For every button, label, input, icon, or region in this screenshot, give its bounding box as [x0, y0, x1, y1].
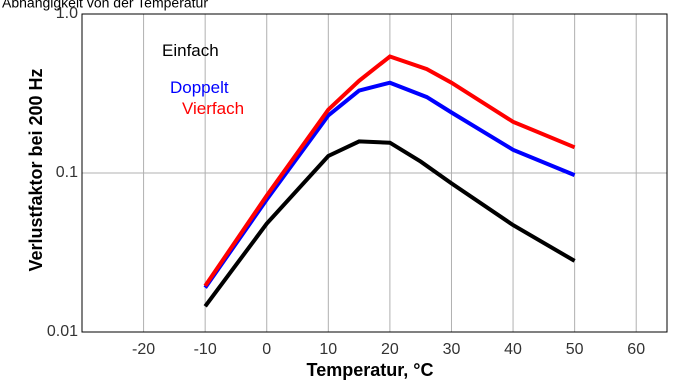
x-tick-label: 10: [319, 341, 337, 358]
x-tick-label: 30: [443, 341, 461, 358]
y-tick-label: 0.1: [56, 164, 78, 181]
x-tick-label: 50: [566, 341, 584, 358]
y-tick-label: 0.01: [47, 323, 78, 340]
x-tick-label: -10: [194, 341, 217, 358]
series-group: [203, 54, 576, 308]
legend-entry-vierfach: Vierfach: [182, 99, 244, 118]
ticks: -20 -10 0 10 20 30 40 50 60 0.01 0.1 1.0: [47, 5, 645, 358]
series-line-doppelt: [203, 80, 576, 289]
x-tick-label: 40: [504, 341, 522, 358]
x-tick-label: 20: [381, 341, 399, 358]
x-tick-label: 0: [262, 341, 271, 358]
y-axis-label: Verlustfaktor bei 200 Hz: [26, 68, 46, 271]
grid: [82, 14, 667, 332]
x-axis-label: Temperatur, °C: [307, 360, 434, 380]
legend-entry-einfach: Einfach: [162, 41, 219, 60]
x-tick-label: 60: [627, 341, 645, 358]
chart-title: Abhängigkeit von der Temperatur: [2, 0, 208, 11]
y-tick-label: 1.0: [56, 5, 78, 22]
legend-entry-doppelt: Doppelt: [170, 78, 229, 97]
legend: Einfach Doppelt Vierfach: [162, 41, 244, 118]
series-line-vierfach: [203, 54, 576, 288]
series-line-einfach: [203, 139, 576, 308]
x-tick-label: -20: [132, 341, 155, 358]
plot-frame: [81, 13, 668, 333]
